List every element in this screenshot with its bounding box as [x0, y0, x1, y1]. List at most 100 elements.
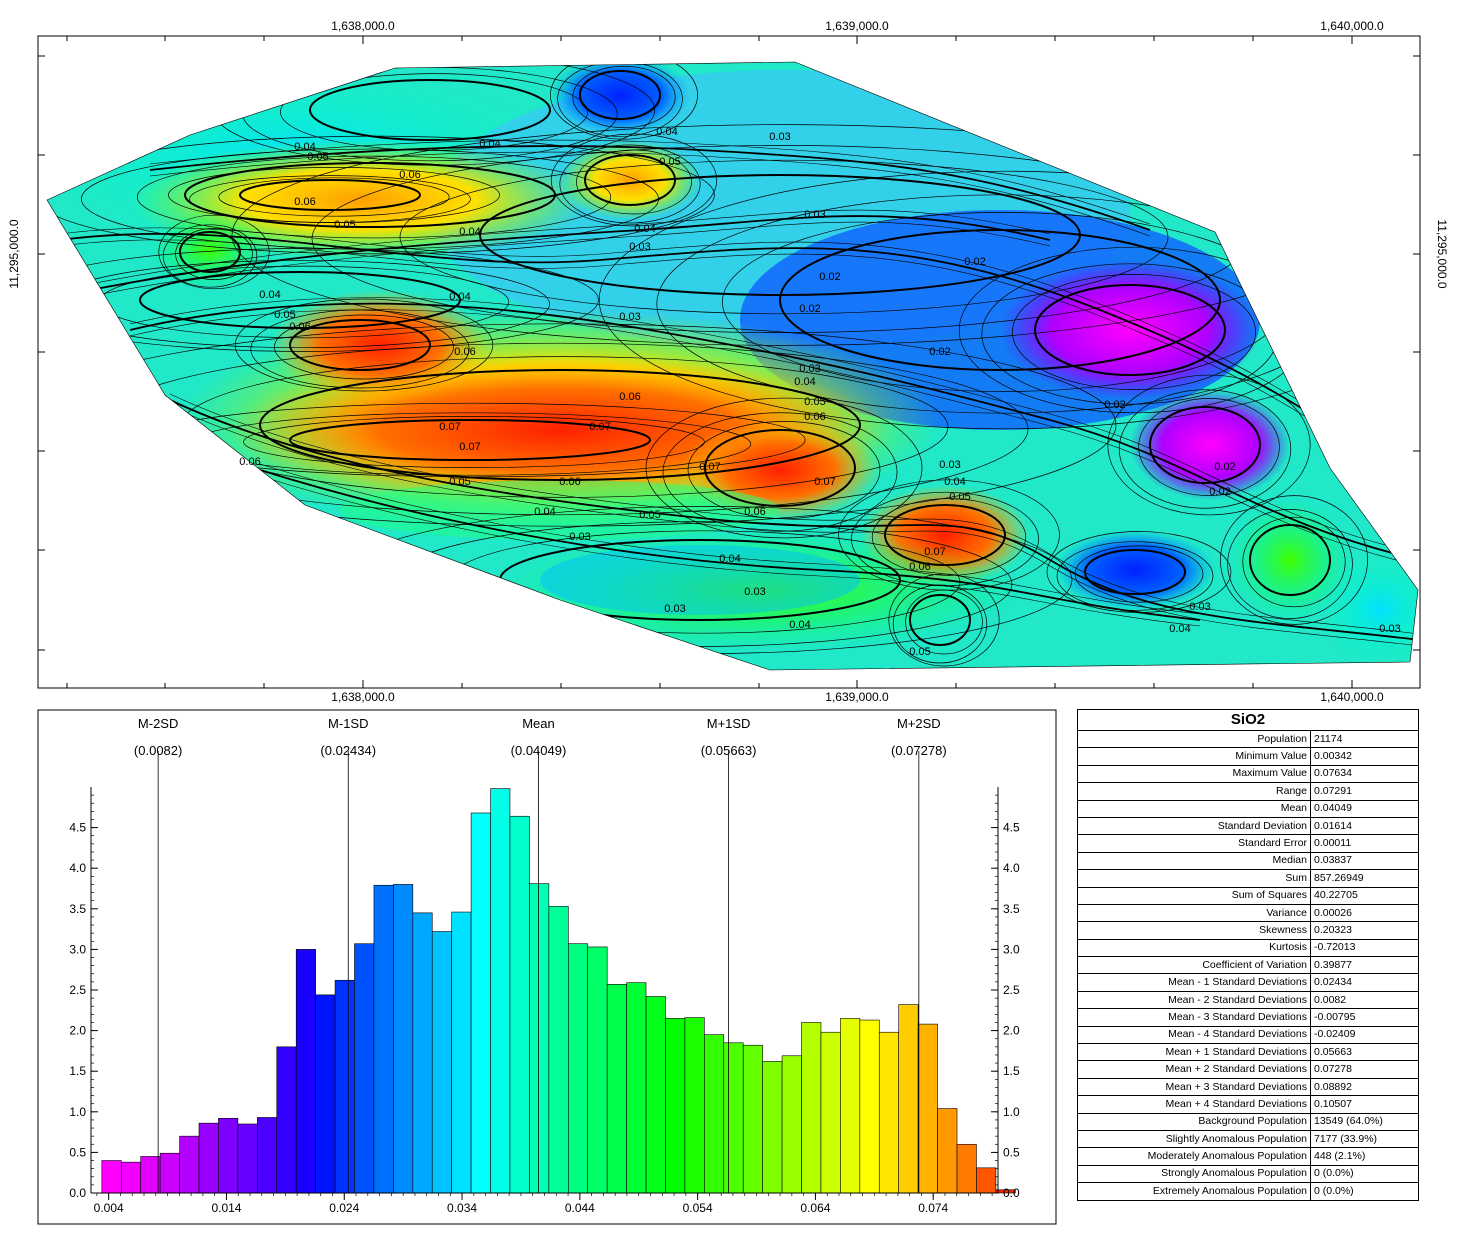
contour-label: 0.03 [769, 131, 790, 143]
stats-row-value: 0.00342 [1310, 747, 1419, 766]
reference-line-name: M+2SD [897, 716, 941, 731]
contour-line [162, 224, 258, 288]
contour-line [89, 209, 1051, 285]
histogram-bar [451, 911, 472, 1194]
contour-label: 0.04 [1169, 623, 1190, 635]
contour-line [645, 397, 923, 539]
stats-row: Standard Deviation 0.01614 [1077, 816, 1419, 836]
stats-row: Extremely Anomalous Population 0 (0.0%) [1077, 1182, 1419, 1201]
stats-row: Moderately Anomalous Population 448 (2.1%… [1077, 1147, 1419, 1166]
contour-label: 0.05 [949, 491, 970, 503]
histogram-bar [548, 906, 569, 1194]
contour-label: 0.07 [459, 441, 480, 453]
stats-row-label: Mean [1077, 799, 1311, 818]
histogram-bar [859, 1019, 880, 1194]
contour-label: 0.04 [479, 138, 500, 150]
histogram-bar [490, 788, 511, 1194]
histogram-bar [431, 931, 452, 1194]
contour-line [158, 214, 270, 290]
histogram-bar [976, 1167, 997, 1194]
stats-row-value: 0.05663 [1310, 1043, 1419, 1062]
stats-row-value: 0.01614 [1310, 816, 1419, 836]
x-tick-label: 0.024 [329, 1201, 359, 1215]
histogram-bar [179, 1135, 200, 1194]
contour-label: 0.06 [399, 169, 420, 181]
contour-label: 0.03 [939, 459, 960, 471]
stats-row: Mean 0.04049 [1077, 799, 1419, 818]
stats-row-label: Standard Deviation [1077, 816, 1311, 836]
statistics-table: Population 21174 Minimum Value 0.00342 Maxim… [1077, 729, 1419, 1201]
contour-label: 0.04 [449, 291, 470, 303]
stats-row-label: Mean - 4 Standard Deviations [1077, 1025, 1311, 1045]
stats-row-value: 0.08892 [1310, 1077, 1419, 1097]
stats-row-value: 13549 (64.0%) [1310, 1112, 1419, 1131]
contour-label: 0.02 [929, 346, 950, 358]
contour-label: 0.04 [294, 141, 315, 153]
contour-label: 0.07 [814, 476, 835, 488]
contour-label: 0.06 [559, 476, 580, 488]
stats-row: Range 0.07291 [1077, 782, 1419, 801]
statistics-panel: SiO2 Population 21174 Minimum Value 0.00342… [1077, 709, 1419, 1201]
contour-label: 0.03 [744, 586, 765, 598]
contour-line [662, 412, 898, 532]
stats-row-label: Coefficient of Variation [1077, 956, 1311, 975]
histogram-bar [898, 1004, 919, 1194]
map-x-tick-label-top: 1,640,000.0 [1320, 19, 1384, 33]
stats-row: Minimum Value 0.00342 [1077, 747, 1419, 766]
contour-line [1242, 516, 1346, 608]
histogram-bar [723, 1042, 744, 1194]
stats-row-label: Median [1077, 851, 1311, 871]
contour-line [399, 159, 1169, 315]
reference-line-name: M-1SD [328, 716, 368, 731]
stats-row-value: 7177 (33.9%) [1310, 1129, 1419, 1149]
y-tick-label-right: 4.0 [1003, 861, 1020, 875]
stats-row-value: 40.22705 [1310, 886, 1419, 905]
contour-line [59, 232, 1418, 471]
histogram-bar [354, 943, 375, 1194]
contour-label: 0.04 [459, 226, 480, 238]
contour-line [280, 73, 588, 151]
reference-line-value: (0.02434) [320, 743, 376, 758]
contour-label: 0.02 [1104, 399, 1125, 411]
contour-line [129, 309, 1418, 567]
contour-label: 0.03 [799, 363, 820, 375]
contour-label: 0.06 [294, 196, 315, 208]
contour-line [704, 429, 856, 507]
stats-row: Standard Error 0.00011 [1077, 834, 1419, 853]
histogram-bar [140, 1156, 161, 1194]
histogram-bar [218, 1117, 239, 1194]
stats-row-value: 21174 [1310, 729, 1419, 749]
histogram-bar [665, 1018, 686, 1194]
stats-row-value: 0 (0.0%) [1310, 1182, 1419, 1201]
stats-row-label: Moderately Anomalous Population [1077, 1147, 1311, 1166]
contour-line [274, 314, 454, 380]
stats-row-value: 857.26949 [1310, 869, 1419, 888]
stats-row-value: 0.10507 [1310, 1095, 1419, 1114]
contour-label: 0.06 [239, 456, 260, 468]
map-x-tick-label-bottom: 1,640,000.0 [1320, 690, 1384, 704]
histogram-axes: 0.0 0.0 0.5 0.5 1.0 1.0 1.5 1.5 2.0 2.0 2.5 2.5 3.0 3… [69, 787, 1020, 1215]
stats-row: Population 21174 [1077, 729, 1419, 749]
histogram-chart: M-2SD (0.0082) M-1SD (0.02434) Mean (0.04049)… [37, 709, 1057, 1225]
y-tick-label-right: 4.5 [1003, 821, 1020, 835]
contour-label: 0.04 [789, 619, 810, 631]
y-tick-label-right: 2.5 [1003, 983, 1020, 997]
contour-label: 0.05 [909, 646, 930, 658]
stats-row: Sum of Squares 40.22705 [1077, 886, 1419, 905]
y-tick-label-right: 2.0 [1003, 1024, 1020, 1038]
contour-line [149, 151, 1151, 237]
stats-row-label: Range [1077, 782, 1311, 801]
contour-label: 0.04 [534, 506, 555, 518]
y-tick-label-right: 0.0 [1003, 1186, 1020, 1200]
contour-line [1227, 509, 1353, 619]
histogram-bars [101, 788, 1016, 1194]
map-y-tick-label-left: 11,295,000.0 [7, 219, 21, 289]
stats-row-label: Sum [1077, 869, 1311, 888]
x-tick-label: 0.004 [94, 1201, 124, 1215]
stats-row: Mean - 3 Standard Deviations -0.00795 [1077, 1008, 1419, 1027]
contour-label: 0.05 [639, 509, 660, 521]
stats-row: Median 0.03837 [1077, 851, 1419, 871]
contour-line [289, 419, 651, 461]
contour-map: 0.04 0.05 0.04 0.03 0.04 0.05 0.06 0.06 0.05 0.04… [7, 19, 1449, 704]
contour-line [169, 393, 1418, 635]
